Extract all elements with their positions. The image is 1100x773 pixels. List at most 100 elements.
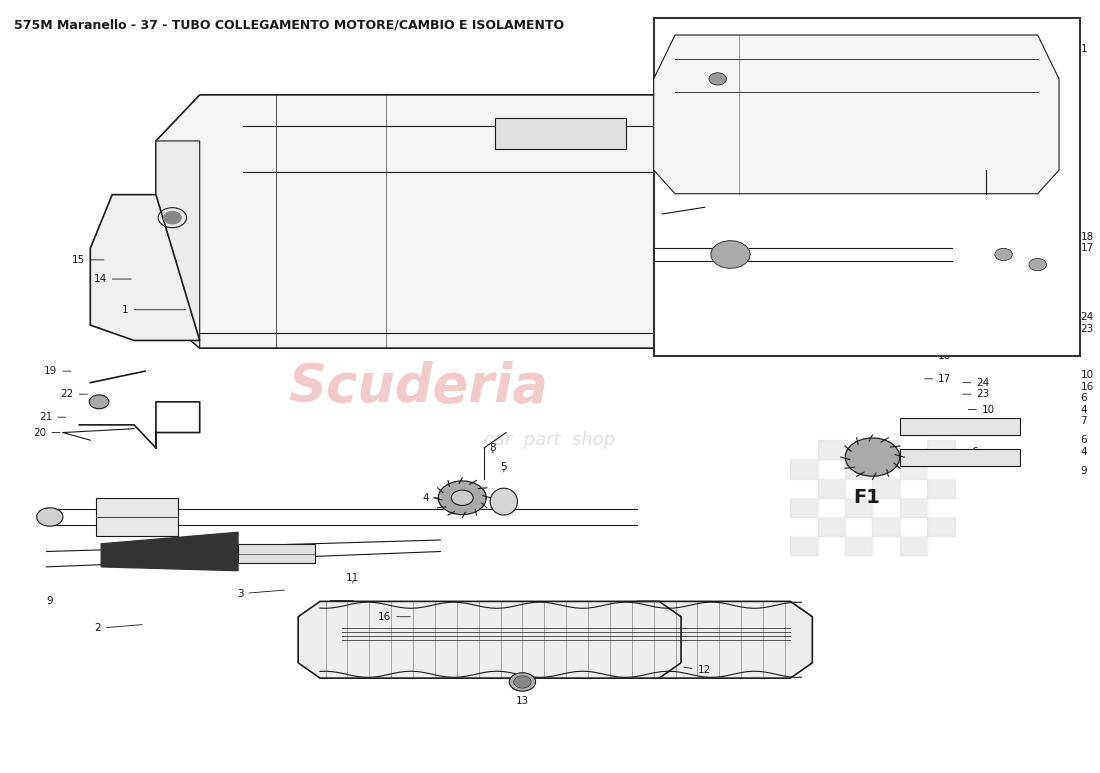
Text: 21: 21: [39, 412, 66, 422]
Text: 14: 14: [94, 274, 131, 284]
Text: car  part  shop: car part shop: [484, 431, 615, 449]
Text: 23: 23: [962, 389, 990, 399]
Text: 4: 4: [1080, 447, 1087, 457]
Text: 9: 9: [1080, 466, 1087, 476]
Bar: [872, 498, 900, 517]
Text: 17: 17: [1080, 243, 1093, 254]
Text: 10: 10: [1080, 370, 1093, 380]
Bar: [872, 536, 900, 555]
Bar: [791, 459, 817, 478]
Text: 1: 1: [122, 305, 186, 315]
Circle shape: [89, 395, 109, 409]
Bar: [872, 459, 900, 478]
Bar: [238, 544, 315, 563]
Bar: [817, 478, 845, 498]
Text: 16: 16: [1080, 382, 1093, 391]
Bar: [845, 440, 872, 459]
Text: 22: 22: [60, 389, 88, 399]
Bar: [845, 459, 872, 478]
Polygon shape: [101, 533, 238, 570]
Bar: [900, 448, 1020, 465]
Bar: [872, 440, 900, 459]
Circle shape: [164, 212, 182, 224]
Bar: [791, 536, 817, 555]
Text: 18: 18: [924, 351, 952, 361]
Bar: [96, 498, 178, 536]
Circle shape: [514, 676, 531, 688]
Bar: [845, 498, 872, 517]
Text: 4: 4: [1080, 404, 1087, 414]
Text: F1: F1: [854, 489, 880, 507]
Circle shape: [904, 305, 917, 315]
Bar: [817, 517, 845, 536]
Text: 17: 17: [924, 374, 952, 384]
Bar: [872, 478, 900, 498]
Bar: [495, 118, 626, 148]
Bar: [845, 536, 872, 555]
Bar: [900, 498, 927, 517]
Polygon shape: [711, 240, 750, 268]
Bar: [900, 440, 927, 459]
Polygon shape: [90, 195, 200, 340]
Text: 15: 15: [72, 255, 103, 265]
Bar: [927, 440, 955, 459]
Polygon shape: [298, 601, 812, 678]
Bar: [927, 536, 955, 555]
Text: 16: 16: [378, 611, 410, 621]
Text: 12: 12: [684, 666, 711, 676]
Bar: [817, 459, 845, 478]
Bar: [900, 536, 927, 555]
Bar: [900, 459, 927, 478]
Text: 10: 10: [968, 404, 996, 414]
Text: 4: 4: [422, 492, 454, 502]
Bar: [927, 517, 955, 536]
Circle shape: [1028, 258, 1046, 271]
Text: 6: 6: [957, 447, 978, 457]
Text: 6: 6: [1080, 435, 1087, 445]
FancyBboxPatch shape: [653, 18, 1080, 356]
Text: 1: 1: [1080, 44, 1087, 54]
Bar: [900, 478, 927, 498]
Bar: [927, 498, 955, 517]
Bar: [845, 478, 872, 498]
Bar: [900, 418, 1020, 435]
Polygon shape: [933, 95, 988, 348]
Text: 2: 2: [95, 623, 142, 633]
Bar: [791, 498, 817, 517]
Text: 5: 5: [724, 345, 730, 355]
Text: 20: 20: [33, 427, 60, 438]
Text: 13: 13: [516, 696, 529, 707]
Bar: [791, 440, 817, 459]
Text: 7: 7: [1080, 416, 1087, 426]
Text: 7: 7: [957, 425, 978, 435]
Bar: [817, 536, 845, 555]
Text: 24: 24: [962, 378, 990, 388]
Text: 23: 23: [1080, 324, 1093, 334]
Text: 18: 18: [1080, 232, 1093, 242]
Text: 5: 5: [500, 462, 507, 472]
Circle shape: [451, 490, 473, 506]
Bar: [872, 517, 900, 536]
Circle shape: [509, 673, 536, 691]
Bar: [817, 498, 845, 517]
Text: 3: 3: [236, 589, 285, 599]
Text: 575M Maranello - 37 - TUBO COLLEGAMENTO MOTORE/CAMBIO E ISOLAMENTO: 575M Maranello - 37 - TUBO COLLEGAMENTO …: [13, 18, 564, 31]
Polygon shape: [156, 141, 200, 348]
Polygon shape: [439, 481, 486, 515]
Circle shape: [994, 248, 1012, 261]
Circle shape: [708, 73, 726, 85]
Polygon shape: [846, 438, 900, 476]
Text: 6: 6: [1080, 393, 1087, 403]
Text: 11: 11: [346, 574, 360, 584]
Ellipse shape: [491, 489, 517, 515]
Bar: [791, 478, 817, 498]
Bar: [927, 478, 955, 498]
Polygon shape: [653, 35, 1059, 194]
Bar: [845, 517, 872, 536]
Text: 9: 9: [46, 597, 53, 606]
Bar: [817, 440, 845, 459]
Bar: [900, 517, 927, 536]
Text: 19: 19: [44, 366, 72, 376]
Bar: [791, 517, 817, 536]
Bar: [927, 459, 955, 478]
